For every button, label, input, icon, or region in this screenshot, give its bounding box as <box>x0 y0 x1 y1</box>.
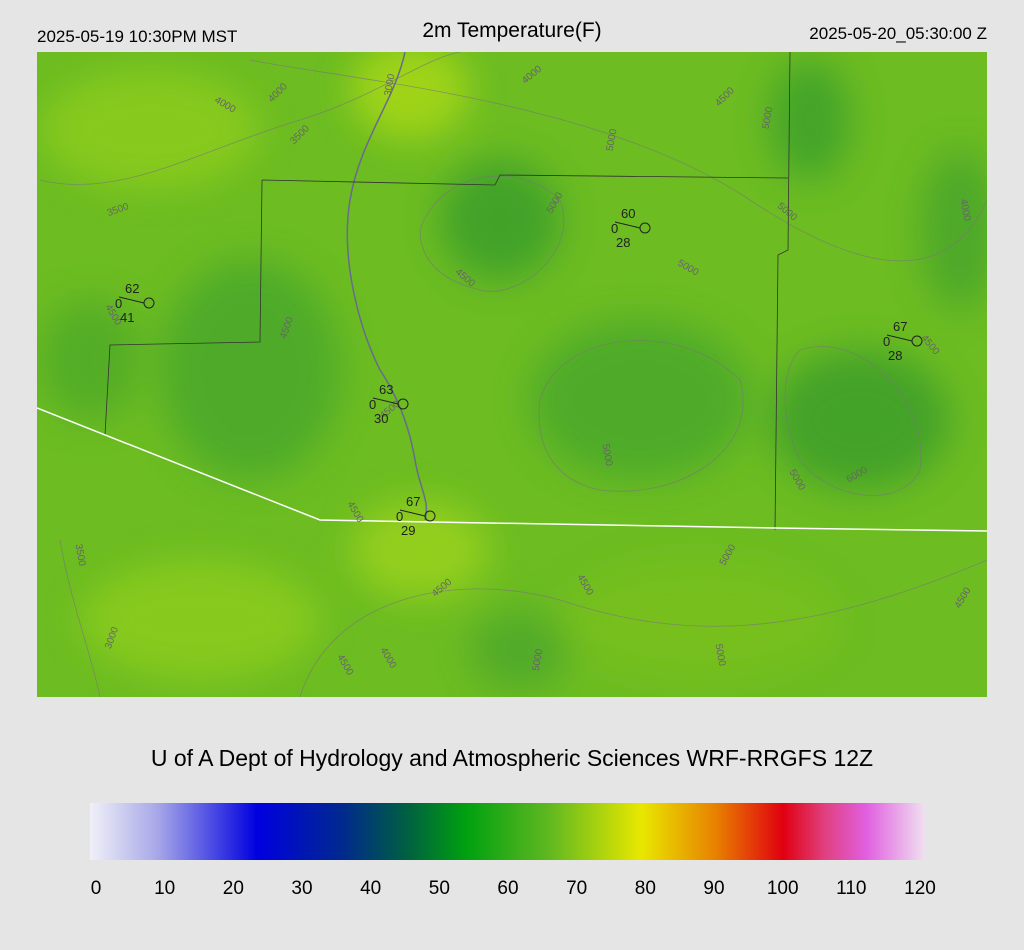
station-wind: 0 <box>396 509 403 524</box>
station-dewpoint: 30 <box>374 411 388 426</box>
contour-label: 5000 <box>531 648 546 672</box>
colorbar <box>90 803 925 860</box>
wind-staff <box>399 509 426 517</box>
station-circle <box>424 510 436 522</box>
colorbar-tick-label: 10 <box>154 878 175 899</box>
contour-label: 5000 <box>600 443 615 467</box>
station-wind: 0 <box>883 334 890 349</box>
wind-staff <box>118 296 145 304</box>
station-dewpoint: 29 <box>401 523 415 538</box>
colorbar-tick-label: 90 <box>703 878 724 899</box>
colorbar-tick-label: 40 <box>360 878 381 899</box>
station-circle <box>397 398 409 410</box>
station-dewpoint: 28 <box>616 235 630 250</box>
map-field <box>37 52 987 697</box>
contour-label: 5000 <box>605 128 620 152</box>
station-temperature: 67 <box>893 319 907 334</box>
station-temperature: 63 <box>379 382 393 397</box>
wind-staff <box>886 334 913 342</box>
station-wind: 0 <box>369 397 376 412</box>
contour-label: 5000 <box>761 106 776 130</box>
station-dewpoint: 28 <box>888 348 902 363</box>
contour-label: 3500 <box>73 543 88 567</box>
station-wind: 0 <box>115 296 122 311</box>
station-circle <box>639 222 651 234</box>
station-circle <box>911 335 923 347</box>
map-title: 2m Temperature(F) <box>422 19 601 42</box>
station-temperature: 67 <box>406 494 420 509</box>
station-temperature: 60 <box>621 206 635 221</box>
contour-label: 3000 <box>383 73 398 97</box>
station-wind: 0 <box>611 221 618 236</box>
colorbar-tick-label: 100 <box>767 878 799 899</box>
station-dewpoint: 41 <box>120 310 134 325</box>
colorbar-tick-label: 70 <box>566 878 587 899</box>
colorbar-tick-label: 120 <box>904 878 936 899</box>
colorbar-tick-label: 50 <box>429 878 450 899</box>
colorbar-tick-label: 0 <box>91 878 102 899</box>
contour-label: 4000 <box>958 198 973 222</box>
colorbar-tick-label: 20 <box>223 878 244 899</box>
credit: U of A Dept of Hydrology and Atmospheric… <box>151 745 873 771</box>
wind-staff <box>614 221 641 229</box>
colorbar-tick-label: 80 <box>635 878 656 899</box>
station-temperature: 62 <box>125 281 139 296</box>
valid-utc-time: 2025-05-20_05:30:00 Z <box>809 24 987 43</box>
colorbar-tick-label: 30 <box>291 878 312 899</box>
station-circle <box>143 297 155 309</box>
contour-label: 5000 <box>713 643 728 667</box>
wind-staff <box>372 397 399 405</box>
valid-local-time: 2025-05-19 10:30PM MST <box>37 27 237 46</box>
colorbar-tick-label: 60 <box>497 878 518 899</box>
colorbar-tick-label: 110 <box>836 878 866 899</box>
